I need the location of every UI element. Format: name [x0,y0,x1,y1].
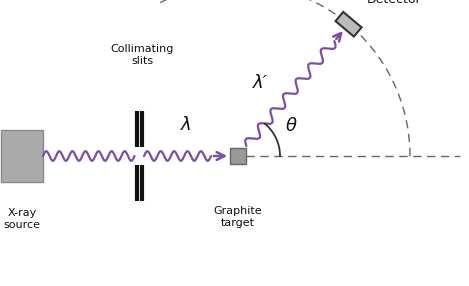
Bar [1,130,43,182]
Bar [230,148,246,164]
Text: Graphite
target: Graphite target [214,206,262,229]
Text: θ: θ [286,117,296,135]
Text: X-ray
source: X-ray source [3,208,40,231]
Text: λ: λ [181,116,191,134]
Text: λ′: λ′ [253,74,268,92]
Polygon shape [335,12,362,37]
Text: Detector: Detector [367,0,421,6]
Text: Collimating
slits: Collimating slits [110,43,174,66]
